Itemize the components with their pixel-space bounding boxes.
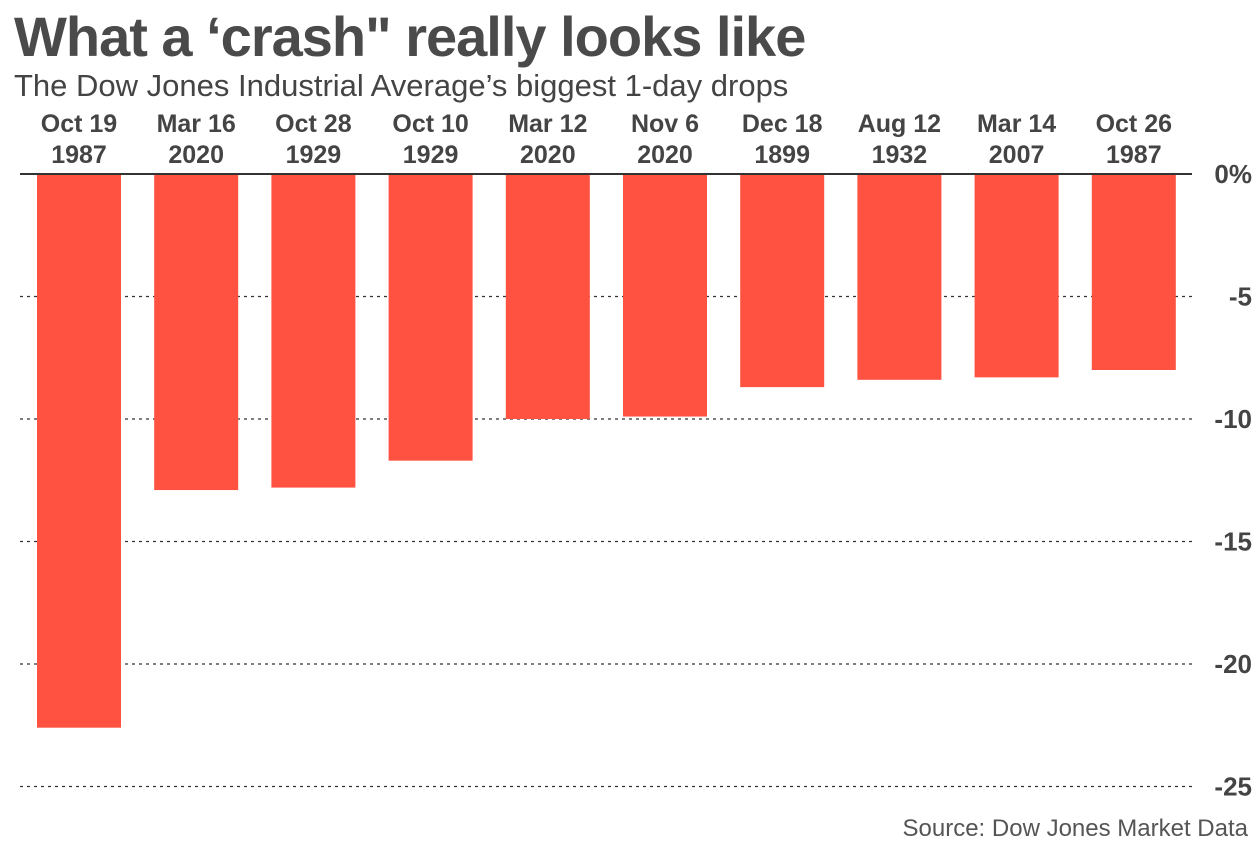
category-label-year: 1929 <box>286 141 342 169</box>
category-label-year: 1987 <box>51 141 107 169</box>
source-note: Source: Dow Jones Market Data <box>902 815 1248 842</box>
bar <box>505 175 590 419</box>
y-tick-label: 0% <box>1214 159 1252 189</box>
category-label-date: Oct 19 <box>41 110 117 138</box>
category-label-date: Mar 16 <box>157 110 236 138</box>
category-label-date: Mar 12 <box>508 110 587 138</box>
bar <box>857 175 942 380</box>
category-label-date: Oct 28 <box>275 110 352 138</box>
bar <box>740 175 825 388</box>
bar <box>271 175 356 488</box>
bar <box>974 175 1059 378</box>
category-label-date: Dec 18 <box>742 110 823 138</box>
category-label-date: Mar 14 <box>977 110 1056 138</box>
category-label-year: 2020 <box>520 141 576 169</box>
bar <box>388 175 473 461</box>
y-tick-label: -10 <box>1214 404 1252 434</box>
category-label-date: Aug 12 <box>858 110 941 138</box>
category-label-date: Oct 10 <box>392 110 468 138</box>
category-label-year: 1932 <box>872 141 928 169</box>
category-label-date: Nov 6 <box>631 110 699 138</box>
chart-subtitle: The Dow Jones Industrial Average’s bigge… <box>14 68 789 103</box>
bar <box>623 175 707 417</box>
y-tick-label: -25 <box>1214 772 1252 802</box>
category-labels: Oct 19 1987 Mar 16 2020 Oct 28 1929 Oct 10 1929… <box>41 110 1172 169</box>
bar <box>37 175 121 728</box>
category-label-year: 2020 <box>637 141 693 169</box>
bar <box>154 175 239 491</box>
category-label-year: 2007 <box>989 141 1045 169</box>
y-tick-label: -15 <box>1214 527 1252 557</box>
chart-title: What a ‘crash" really looks like <box>14 5 806 68</box>
category-label-year: 1929 <box>403 141 459 169</box>
category-label-date: Oct 26 <box>1096 110 1172 138</box>
category-label-year: 1987 <box>1106 141 1162 169</box>
bars <box>37 175 1176 728</box>
y-tick-label: -5 <box>1229 282 1252 312</box>
y-tick-label: -20 <box>1214 649 1252 679</box>
bar <box>1091 175 1176 370</box>
gridlines <box>20 173 1192 788</box>
y-axis-labels: 0% -5 -10 -15 -20 -25 <box>1214 159 1252 802</box>
category-label-year: 1899 <box>754 141 810 169</box>
category-label-year: 2020 <box>168 141 224 169</box>
